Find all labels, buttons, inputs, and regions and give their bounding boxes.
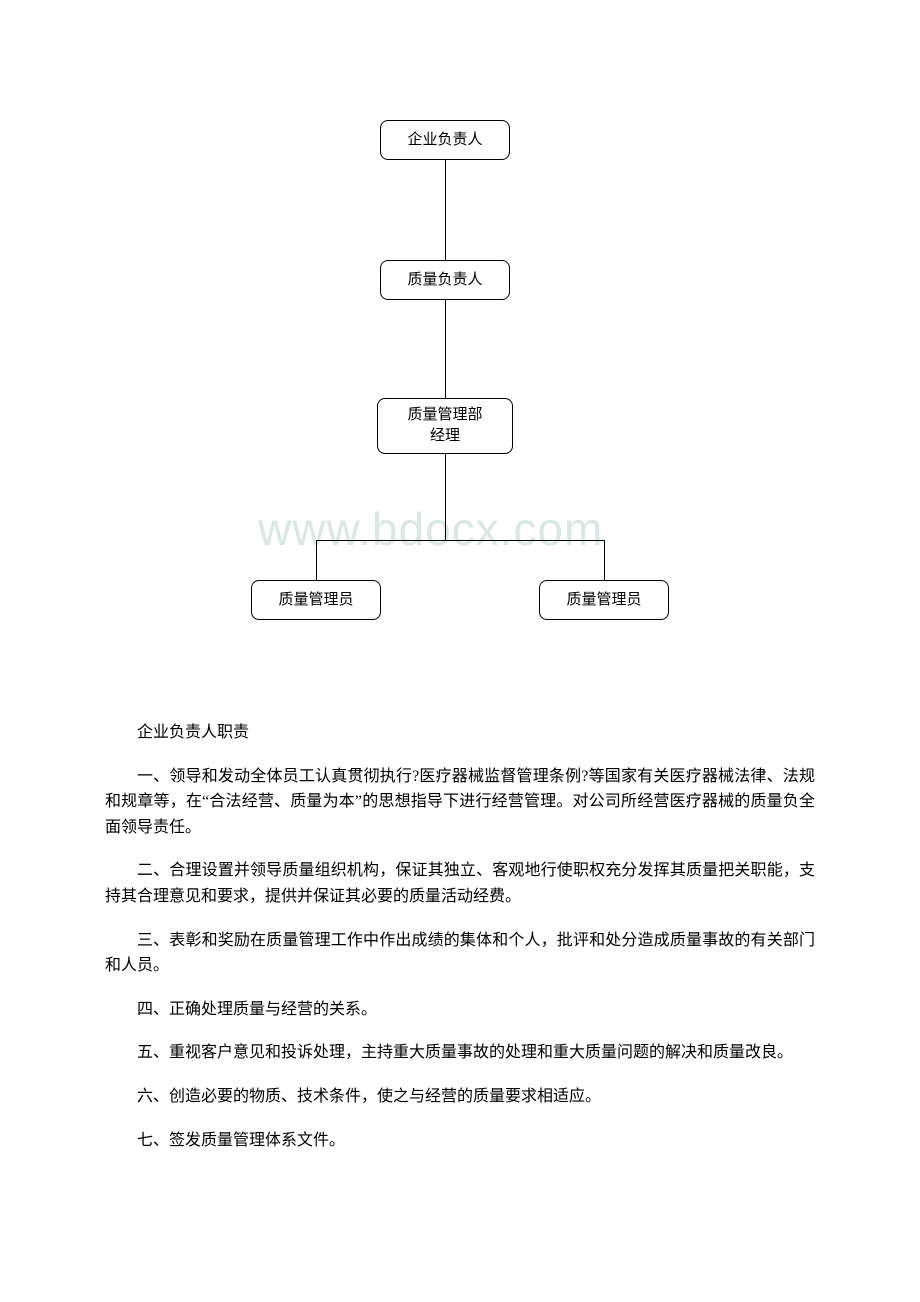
connector-line <box>604 540 605 580</box>
paragraph-1: 一、领导和发动全体员工认真贯彻执行?医疗器械监督管理条例?等国家有关医疗器械法律… <box>105 764 815 841</box>
node-quality-staff-right: 质量管理员 <box>539 580 669 620</box>
node-label: 质量管理员 <box>566 590 641 611</box>
paragraph-6: 六、创造必要的物质、技术条件，使之与经营的质量要求相适应。 <box>105 1084 815 1110</box>
section-title: 企业负责人职责 <box>105 720 815 746</box>
paragraph-3: 三、表彰和奖励在质量管理工作中作出成绩的集体和个人，批评和处分造成质量事故的有关… <box>105 928 815 979</box>
node-label: 质量管理部 经理 <box>407 405 482 447</box>
node-enterprise-head: 企业负责人 <box>380 120 510 160</box>
paragraph-5: 五、重视客户意见和投诉处理，主持重大质量事故的处理和重大质量问题的解决和质量改良… <box>105 1040 815 1066</box>
connector-line <box>445 454 446 540</box>
document-body: 企业负责人职责 一、领导和发动全体员工认真贯彻执行?医疗器械监督管理条例?等国家… <box>105 720 815 1171</box>
node-quality-head: 质量负责人 <box>380 260 510 300</box>
paragraph-2: 二、合理设置并领导质量组织机构，保证其独立、客观地行使职权充分发挥其质量把关职能… <box>105 858 815 909</box>
org-chart: www.bdocx.com 企业负责人 质量负责人 质量管理部 经理 质量管理员… <box>0 110 920 670</box>
connector-line <box>316 540 317 580</box>
node-label: 质量负责人 <box>407 270 482 291</box>
paragraph-7: 七、签发质量管理体系文件。 <box>105 1128 815 1154</box>
connector-line <box>445 160 446 260</box>
node-label: 质量管理员 <box>278 590 353 611</box>
node-label: 企业负责人 <box>407 130 482 151</box>
watermark-text: www.bdocx.com <box>258 502 603 556</box>
connector-line <box>316 540 605 541</box>
node-quality-staff-left: 质量管理员 <box>251 580 381 620</box>
paragraph-4: 四、正确处理质量与经营的关系。 <box>105 997 815 1023</box>
connector-line <box>445 300 446 398</box>
node-quality-manager: 质量管理部 经理 <box>377 398 513 454</box>
